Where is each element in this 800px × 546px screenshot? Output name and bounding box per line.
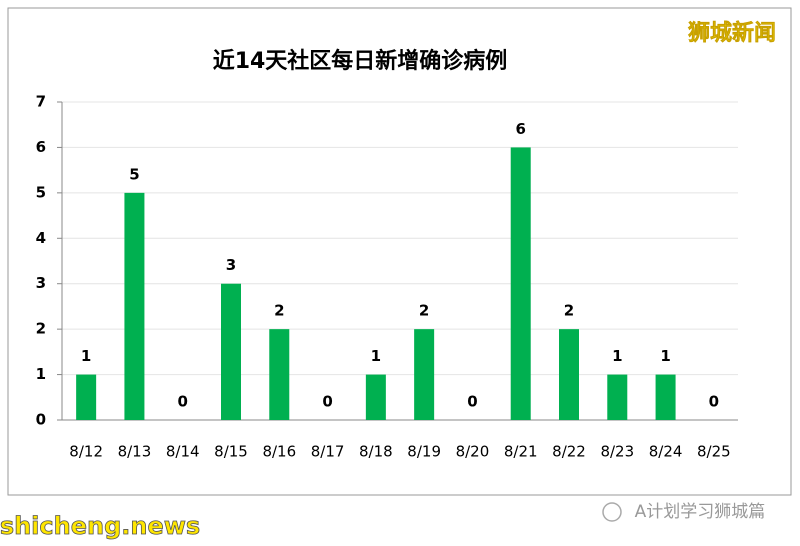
y-tick-label: 1	[36, 365, 46, 383]
x-tick-label: 8/22	[552, 443, 586, 461]
bar	[655, 374, 676, 420]
y-tick-label: 5	[36, 183, 46, 201]
data-label: 0	[467, 393, 477, 411]
data-label: 0	[322, 393, 332, 411]
watermark: A计划学习狮城篇	[635, 502, 766, 522]
y-tick-label: 4	[36, 229, 46, 247]
bar	[559, 329, 579, 420]
data-label: 1	[81, 347, 91, 365]
y-tick-label: 0	[36, 411, 46, 429]
bar	[76, 374, 97, 420]
bar	[124, 192, 145, 420]
y-tick-label: 2	[36, 320, 46, 338]
y-tick-label: 3	[36, 274, 46, 292]
wechat-icon	[602, 502, 622, 522]
x-tick-label: 8/21	[504, 443, 538, 461]
chart-title: 近14天社区每日新增确诊病例	[213, 48, 508, 74]
x-tick-label: 8/13	[118, 443, 152, 461]
bar	[269, 329, 290, 420]
bar	[510, 147, 531, 420]
bar	[221, 283, 241, 420]
data-label: 2	[274, 302, 284, 320]
x-tick-label: 8/19	[407, 443, 441, 461]
data-label: 3	[226, 256, 236, 274]
data-label: 0	[177, 393, 187, 411]
watermark: 狮城新闻	[688, 20, 776, 46]
x-tick-label: 8/15	[214, 443, 248, 461]
x-tick-label: 8/12	[69, 443, 103, 461]
data-label: 2	[419, 302, 429, 320]
x-tick-label: 8/16	[262, 443, 296, 461]
bar	[607, 374, 628, 420]
x-tick-label: 8/17	[311, 443, 345, 461]
x-tick-label: 8/25	[697, 443, 731, 461]
bar	[365, 374, 386, 420]
y-tick-label: 6	[36, 138, 46, 156]
data-label: 5	[129, 165, 139, 183]
watermark: shicheng.news	[0, 512, 200, 540]
x-tick-label: 8/20	[456, 443, 490, 461]
x-tick-label: 8/24	[649, 443, 683, 461]
y-tick-label: 7	[36, 93, 46, 111]
data-label: 1	[371, 347, 381, 365]
data-label: 2	[564, 302, 574, 320]
data-label: 6	[515, 120, 525, 138]
data-label: 1	[612, 347, 622, 365]
data-label: 0	[709, 393, 719, 411]
x-tick-label: 8/18	[359, 443, 393, 461]
bar	[414, 329, 435, 420]
x-tick-label: 8/14	[166, 443, 200, 461]
data-label: 1	[660, 347, 670, 365]
x-tick-label: 8/23	[600, 443, 634, 461]
